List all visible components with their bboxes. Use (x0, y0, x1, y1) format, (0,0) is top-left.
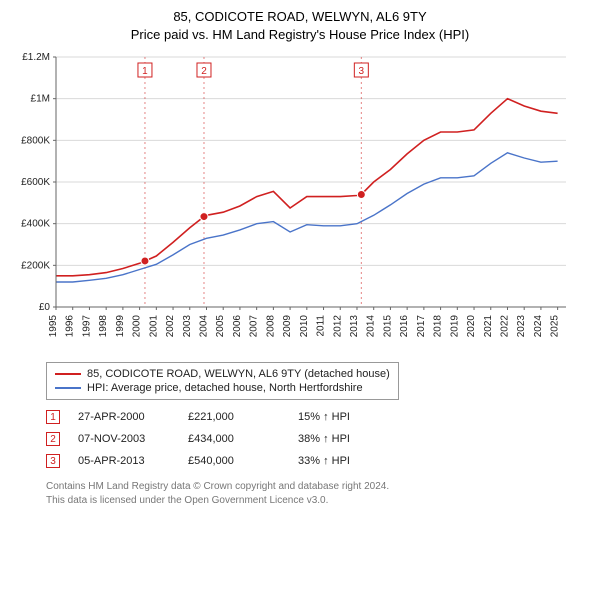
svg-text:2016: 2016 (399, 315, 410, 338)
svg-text:2023: 2023 (516, 315, 527, 338)
event-diff: 33% ↑ HPI (298, 455, 350, 467)
chart: £0 £200K £400K £600K £800K £1M £1.2M 1 2 3 1995 199… (12, 49, 588, 354)
svg-text:3: 3 (359, 66, 365, 77)
svg-text:1: 1 (142, 66, 148, 77)
legend-row: 85, CODICOTE ROAD, WELWYN, AL6 9TY (deta… (55, 367, 390, 381)
event-date: 07-NOV-2003 (78, 433, 188, 445)
legend-swatch (55, 387, 81, 389)
svg-text:1996: 1996 (65, 315, 76, 338)
event-marker: 3 (46, 454, 60, 468)
svg-text:2007: 2007 (249, 315, 260, 338)
event-diff: 38% ↑ HPI (298, 433, 350, 445)
title-line2: Price paid vs. HM Land Registry's House … (12, 26, 588, 44)
svg-text:2006: 2006 (232, 315, 243, 338)
svg-text:£600K: £600K (21, 177, 50, 188)
svg-text:1995: 1995 (48, 315, 59, 338)
svg-text:2: 2 (201, 66, 207, 77)
svg-text:2013: 2013 (349, 315, 360, 338)
svg-text:£1.2M: £1.2M (22, 52, 50, 63)
event-date: 27-APR-2000 (78, 411, 188, 423)
svg-text:2000: 2000 (132, 315, 143, 338)
svg-text:2009: 2009 (282, 315, 293, 338)
event-row: 3 05-APR-2013£540,00033% ↑ HPI (46, 450, 588, 472)
svg-text:£1M: £1M (31, 94, 50, 105)
legend-swatch (55, 373, 81, 375)
svg-text:2010: 2010 (299, 315, 310, 338)
svg-text:2008: 2008 (265, 315, 276, 338)
svg-text:2018: 2018 (433, 315, 444, 338)
svg-text:£400K: £400K (21, 219, 50, 230)
svg-text:1998: 1998 (98, 315, 109, 338)
footer-line1: Contains HM Land Registry data © Crown c… (46, 480, 588, 494)
svg-text:£0: £0 (39, 302, 51, 313)
event-row: 2 07-NOV-2003£434,00038% ↑ HPI (46, 428, 588, 450)
legend: 85, CODICOTE ROAD, WELWYN, AL6 9TY (deta… (46, 362, 399, 400)
svg-text:2005: 2005 (215, 315, 226, 338)
event-row: 1 27-APR-2000£221,00015% ↑ HPI (46, 406, 588, 428)
legend-label: HPI: Average price, detached house, Nort… (87, 382, 363, 394)
svg-text:2017: 2017 (416, 315, 427, 338)
legend-row: HPI: Average price, detached house, Nort… (55, 381, 390, 395)
svg-text:2025: 2025 (550, 315, 561, 338)
svg-text:2024: 2024 (533, 315, 544, 338)
svg-text:2020: 2020 (466, 315, 477, 338)
chart-svg: £0 £200K £400K £600K £800K £1M £1.2M 1 2 3 1995 199… (12, 49, 572, 349)
svg-text:2015: 2015 (382, 315, 393, 338)
svg-text:2021: 2021 (483, 315, 494, 338)
svg-text:2002: 2002 (165, 315, 176, 338)
event-marker: 1 (46, 410, 60, 424)
event-table: 1 27-APR-2000£221,00015% ↑ HPI 2 07-NOV-200… (46, 406, 588, 472)
footer: Contains HM Land Registry data © Crown c… (46, 480, 588, 507)
event-diff: 15% ↑ HPI (298, 411, 350, 423)
event-price: £540,000 (188, 455, 298, 467)
legend-label: 85, CODICOTE ROAD, WELWYN, AL6 9TY (deta… (87, 368, 390, 380)
svg-text:2019: 2019 (449, 315, 460, 338)
chart-title-block: 85, CODICOTE ROAD, WELWYN, AL6 9TY Price… (12, 8, 588, 43)
svg-text:1999: 1999 (115, 315, 126, 338)
footer-line2: This data is licensed under the Open Gov… (46, 494, 588, 508)
svg-text:2022: 2022 (499, 315, 510, 338)
event-marker: 2 (46, 432, 60, 446)
svg-text:2004: 2004 (198, 315, 209, 338)
svg-text:£200K: £200K (21, 260, 50, 271)
svg-text:2011: 2011 (316, 315, 327, 337)
event-price: £221,000 (188, 411, 298, 423)
event-price: £434,000 (188, 433, 298, 445)
title-line1: 85, CODICOTE ROAD, WELWYN, AL6 9TY (12, 8, 588, 26)
svg-text:2012: 2012 (332, 315, 343, 338)
svg-text:2014: 2014 (366, 315, 377, 338)
event-date: 05-APR-2013 (78, 455, 188, 467)
svg-text:£800K: £800K (21, 135, 50, 146)
svg-text:1997: 1997 (81, 315, 92, 338)
svg-text:2001: 2001 (148, 315, 159, 338)
svg-text:2003: 2003 (182, 315, 193, 338)
